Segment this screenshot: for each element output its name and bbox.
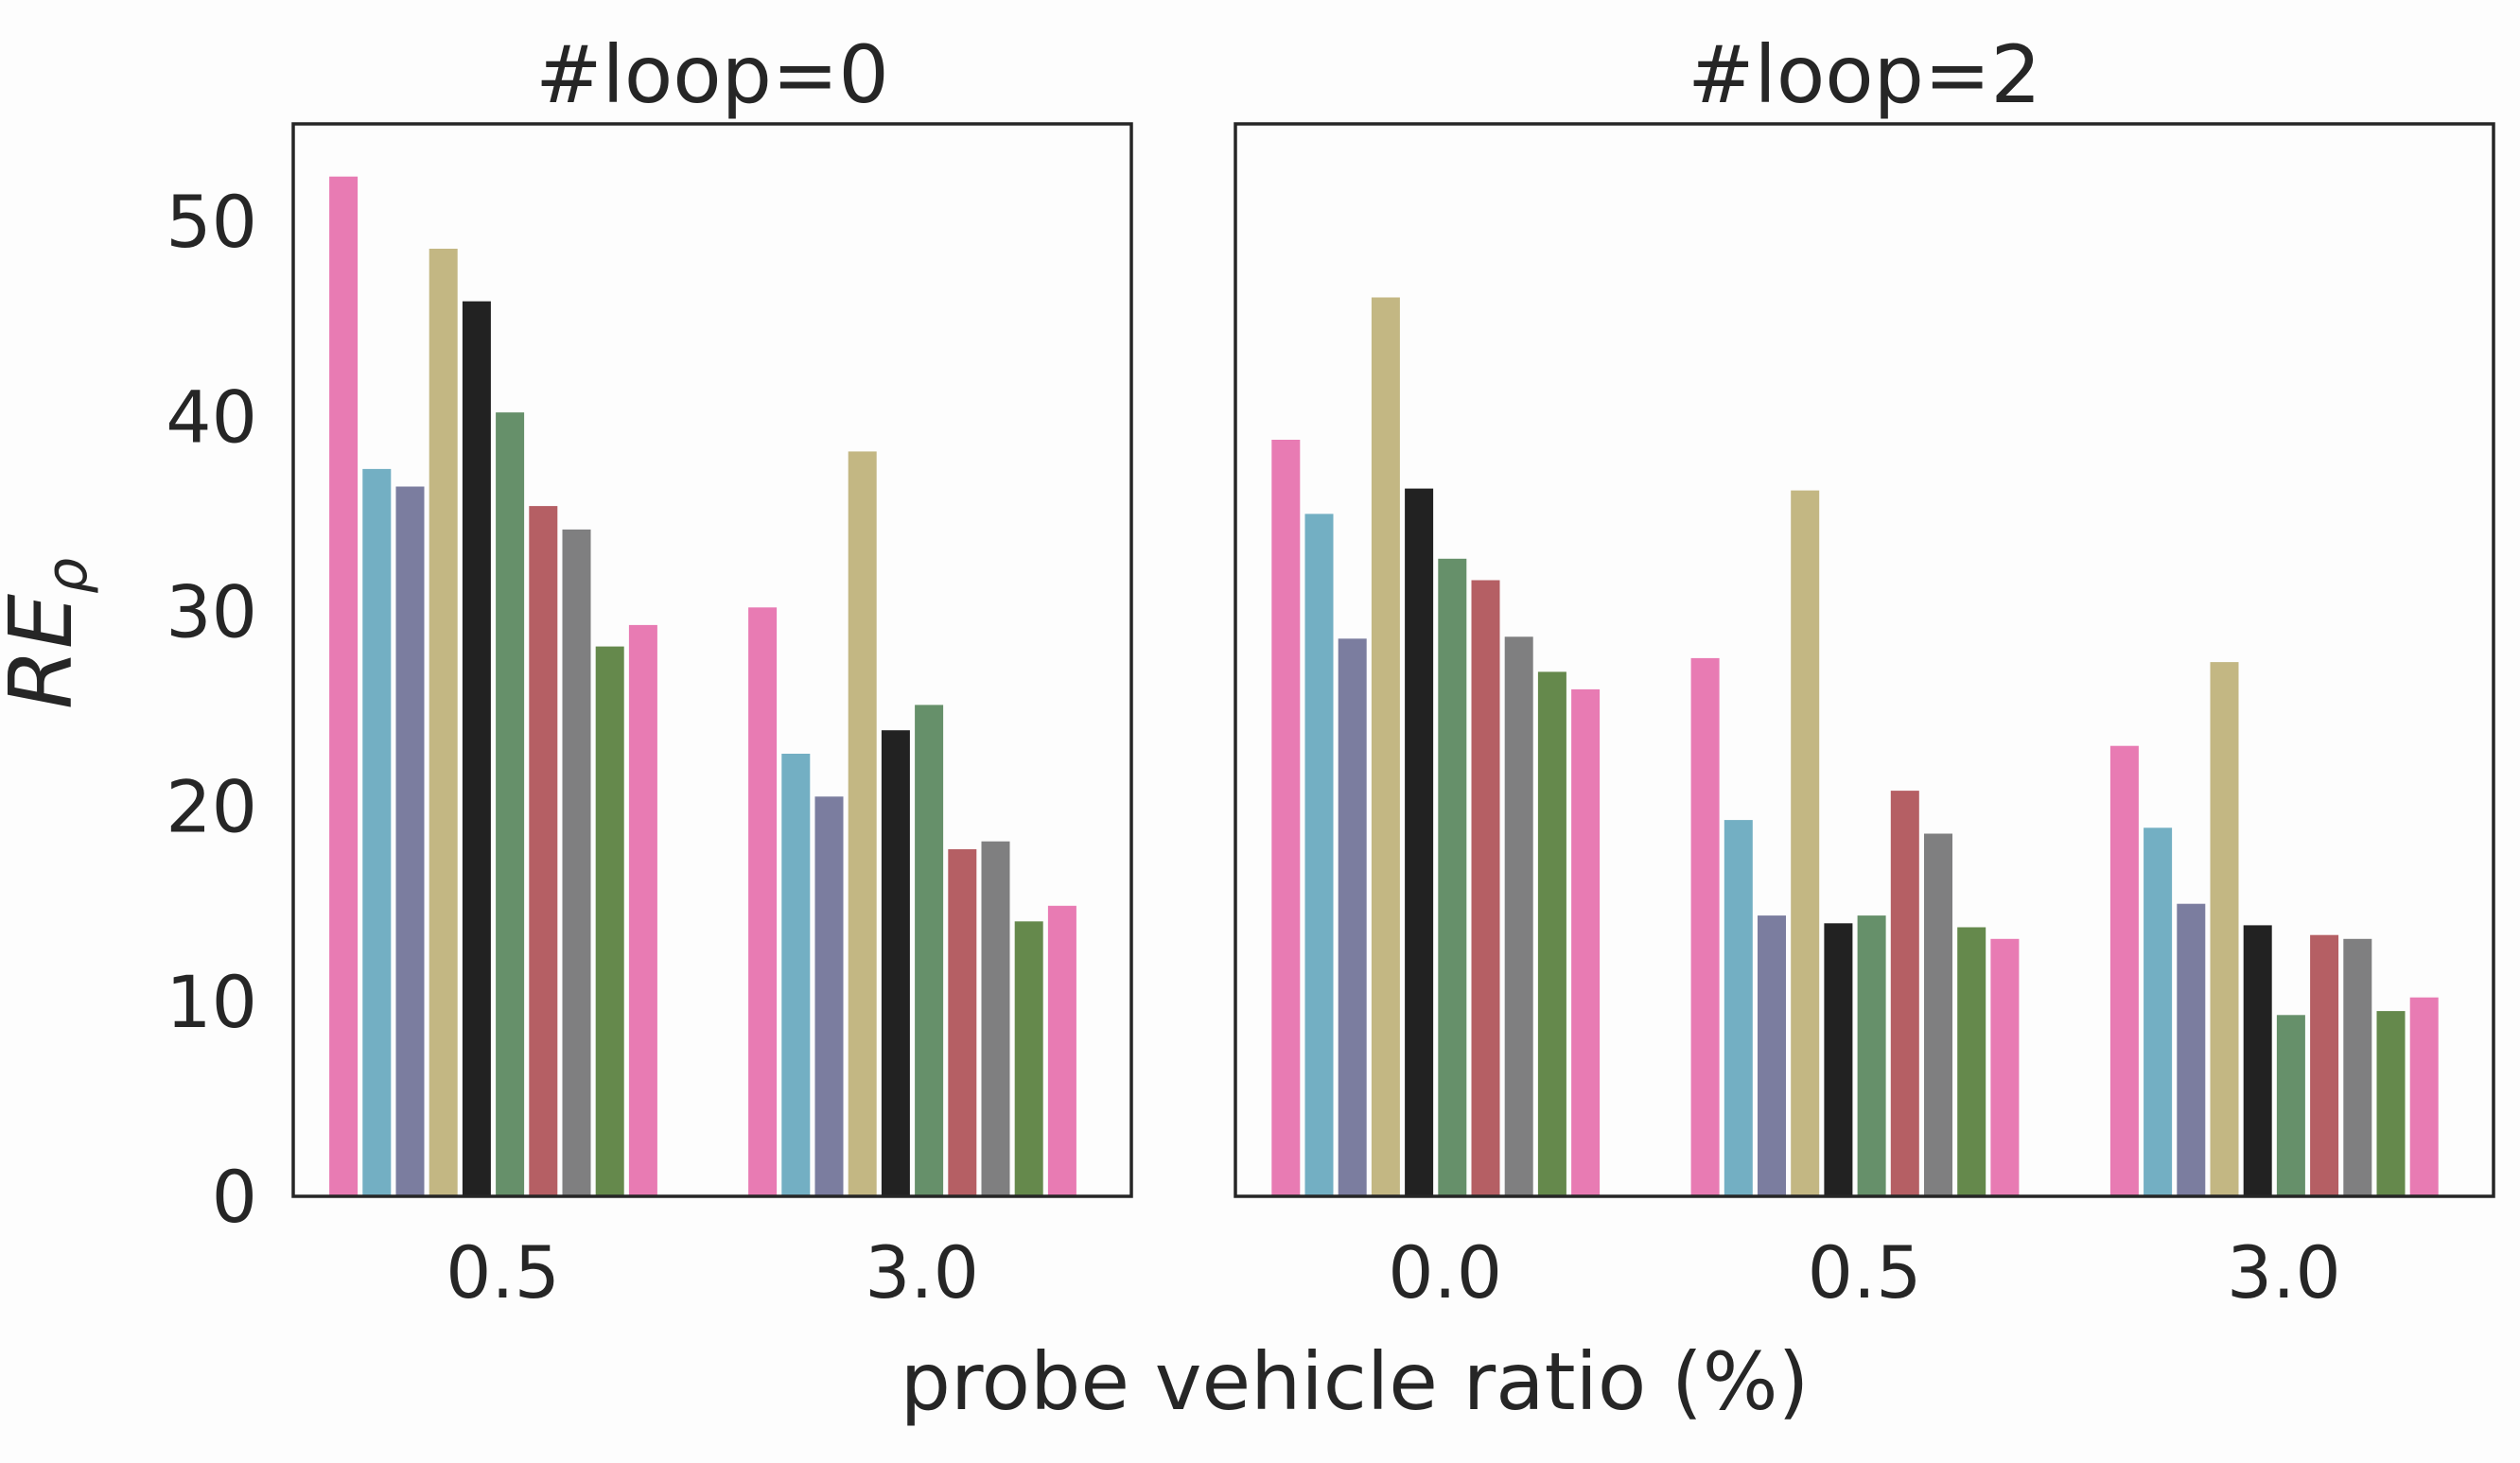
x-tick-label: 0.0 xyxy=(1388,1230,1502,1315)
bar-series-2-3.0 xyxy=(781,754,811,1196)
y-tick-label: 0 xyxy=(212,1155,257,1239)
bar-series-4-3.0 xyxy=(848,451,877,1196)
bar-series-3-0.5 xyxy=(1758,915,1786,1196)
bar-series-3-3.0 xyxy=(2177,903,2206,1196)
panel-title-loop-2: #loop=2 xyxy=(1688,28,2041,121)
y-axis-label: REρ xyxy=(0,558,100,709)
bar-series-1-0.5 xyxy=(1690,657,1720,1196)
axes-frame-loop-0 xyxy=(291,122,1133,1198)
bar-series-4-0.0 xyxy=(1371,297,1400,1196)
bar-series-5-0.5 xyxy=(462,301,491,1197)
y-tick-label: 50 xyxy=(166,180,257,264)
bar-series-5-0.5 xyxy=(1824,923,1853,1196)
bar-series-1-0.0 xyxy=(1271,440,1301,1196)
bar-series-6-3.0 xyxy=(915,705,944,1196)
bar-series-10-3.0 xyxy=(2409,997,2439,1196)
bar-series-1-0.5 xyxy=(329,176,359,1197)
bars-loop-0 xyxy=(329,176,1076,1197)
bar-series-6-0.5 xyxy=(1857,915,1886,1196)
bar-series-3-3.0 xyxy=(814,796,844,1196)
bars-loop-2 xyxy=(1271,297,2439,1196)
bar-series-3-0.0 xyxy=(1338,638,1367,1196)
bar-series-10-3.0 xyxy=(1047,905,1076,1196)
bar-series-7-3.0 xyxy=(948,849,977,1196)
bar-series-8-3.0 xyxy=(2343,938,2372,1196)
x-ticks-loop-2: 0.0 0.5 3.0 xyxy=(1388,1230,2341,1315)
bar-series-2-0.5 xyxy=(362,468,392,1196)
y-tick-label: 20 xyxy=(166,765,257,849)
y-tick-label: 30 xyxy=(166,570,257,654)
bar-series-5-3.0 xyxy=(2243,925,2272,1196)
bar-series-5-3.0 xyxy=(881,730,910,1196)
bar-series-10-0.0 xyxy=(1571,688,1601,1196)
bar-series-6-0.5 xyxy=(496,412,525,1197)
bar-series-7-3.0 xyxy=(2310,934,2339,1196)
bar-series-4-0.5 xyxy=(429,249,458,1196)
bar-series-8-0.5 xyxy=(1924,833,1952,1196)
y-axis-label-main: RE xyxy=(0,594,92,709)
bar-series-2-0.5 xyxy=(1724,820,1753,1196)
x-tick-label: 3.0 xyxy=(2227,1230,2341,1315)
bar-series-4-0.5 xyxy=(1791,490,1820,1196)
bar-series-1-3.0 xyxy=(2109,745,2139,1196)
bar-series-8-3.0 xyxy=(981,841,1010,1196)
bar-series-1-3.0 xyxy=(748,607,778,1196)
bar-series-10-0.5 xyxy=(1990,938,2020,1196)
x-ticks-loop-0: 0.5 3.0 xyxy=(446,1230,979,1315)
bar-series-3-0.5 xyxy=(395,486,425,1196)
bar-series-9-3.0 xyxy=(1014,921,1043,1196)
axes-frame-loop-2 xyxy=(1234,122,2495,1198)
bar-series-9-0.5 xyxy=(1957,927,1986,1196)
y-tick-label: 40 xyxy=(166,374,257,459)
x-tick-label: 0.5 xyxy=(446,1230,560,1315)
y-tick-label: 10 xyxy=(166,960,257,1044)
bar-series-5-0.0 xyxy=(1405,488,1434,1196)
y-axis-label-subscript: ρ xyxy=(34,558,100,594)
bar-series-6-3.0 xyxy=(2276,1015,2305,1196)
bar-series-2-0.0 xyxy=(1304,514,1334,1196)
panel-title-loop-0: #loop=0 xyxy=(535,28,889,121)
bar-series-7-0.0 xyxy=(1471,580,1500,1196)
x-tick-label: 3.0 xyxy=(865,1230,979,1315)
bar-series-6-0.0 xyxy=(1438,558,1467,1196)
bar-series-10-0.5 xyxy=(628,624,657,1196)
x-tick-label: 0.5 xyxy=(1808,1230,1922,1315)
panel-loop-0: 0 10 20 30 40 50 0.5 3.0 #loop=0 xyxy=(166,28,1133,1315)
bar-series-8-0.5 xyxy=(562,529,591,1196)
bar-series-9-0.5 xyxy=(595,646,624,1196)
bar-series-2-3.0 xyxy=(2144,827,2173,1196)
bar-series-7-0.5 xyxy=(1890,791,1919,1196)
bar-series-7-0.5 xyxy=(529,506,558,1196)
bar-series-4-3.0 xyxy=(2210,662,2239,1196)
bar-series-9-3.0 xyxy=(2376,1011,2406,1196)
bar-series-9-0.0 xyxy=(1537,671,1566,1196)
y-ticks-loop-0: 0 10 20 30 40 50 xyxy=(166,180,257,1239)
bar-series-8-0.0 xyxy=(1504,636,1533,1196)
panel-loop-2: 0.0 0.5 3.0 #loop=2 xyxy=(1234,28,2495,1315)
x-axis-label: probe vehicle ratio (%) xyxy=(901,1335,1810,1428)
